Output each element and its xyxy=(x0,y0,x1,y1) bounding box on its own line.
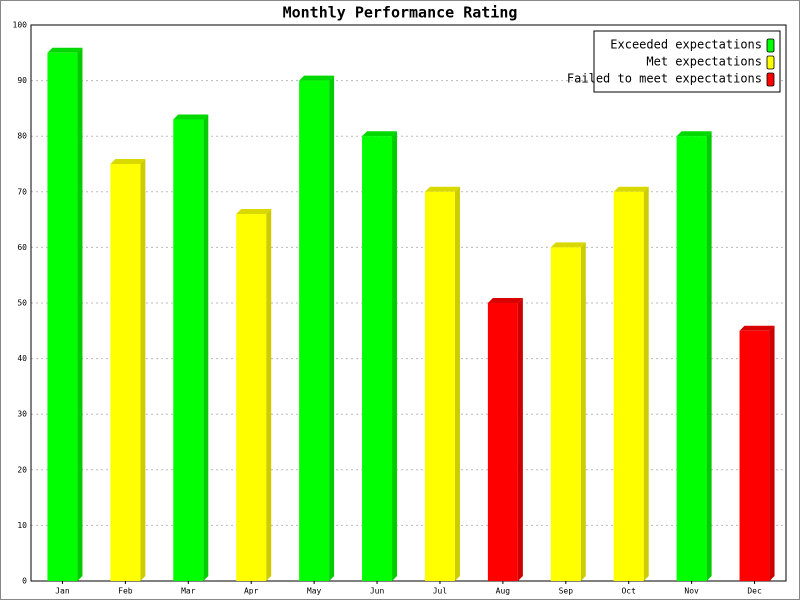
x-tick-label: Oct xyxy=(621,587,636,596)
bar-side xyxy=(706,131,712,581)
bar-top xyxy=(487,298,523,303)
x-tick-label: Sep xyxy=(559,587,574,596)
x-tick-label: Dec xyxy=(747,587,762,596)
x-tick-label: Jul xyxy=(433,587,448,596)
bar-side xyxy=(266,209,272,582)
bar-top xyxy=(362,131,398,137)
chart-title: Monthly Performance Rating xyxy=(283,4,518,22)
legend-label: Failed to meet expectations xyxy=(567,72,762,86)
x-tick-label: Jun xyxy=(370,587,385,596)
bar-side xyxy=(517,298,523,581)
y-tick-label: 20 xyxy=(17,465,27,474)
bar xyxy=(424,191,455,582)
x-tick-label: Aug xyxy=(496,587,511,596)
legend-label: Exceeded expectations xyxy=(610,38,762,52)
bar xyxy=(613,191,644,582)
y-tick-label: 100 xyxy=(13,21,28,30)
x-tick-label: Mar xyxy=(181,587,196,596)
bar xyxy=(236,214,267,582)
bar-top xyxy=(47,47,83,53)
bar xyxy=(676,136,707,581)
bar xyxy=(739,330,770,581)
x-tick-label: Feb xyxy=(118,587,133,596)
y-tick-label: 70 xyxy=(17,187,27,196)
legend-box xyxy=(593,30,781,93)
plot-border xyxy=(30,24,787,582)
y-tick-label: 90 xyxy=(17,76,27,85)
y-tick-label: 60 xyxy=(17,243,27,252)
bar-side xyxy=(392,131,398,581)
bar-side xyxy=(643,186,649,582)
bar-side xyxy=(140,159,146,581)
bar-top xyxy=(676,131,712,137)
bar-side xyxy=(203,114,209,582)
x-tick-label: May xyxy=(307,587,322,596)
x-tick-label: Apr xyxy=(244,587,259,596)
bar-side xyxy=(77,47,83,582)
bar xyxy=(173,119,204,582)
y-tick-label: 50 xyxy=(17,299,27,308)
x-tick-label: Jan xyxy=(55,587,70,596)
bar xyxy=(362,136,393,581)
bar-top xyxy=(424,186,460,192)
legend-swatch xyxy=(766,72,775,87)
y-tick-label: 30 xyxy=(17,410,27,419)
legend-label: Met expectations xyxy=(646,55,762,69)
y-tick-label: 10 xyxy=(17,521,27,530)
bar-side xyxy=(454,186,460,582)
bar xyxy=(110,164,141,581)
bar xyxy=(299,80,330,581)
bar-side xyxy=(329,75,335,581)
bar-top xyxy=(739,325,775,331)
bar xyxy=(47,52,78,582)
bar-side xyxy=(580,242,586,581)
legend-swatch xyxy=(766,55,775,70)
y-tick-label: 80 xyxy=(17,132,27,141)
bar-top xyxy=(550,242,586,248)
bar xyxy=(487,303,518,581)
legend-swatch xyxy=(766,38,775,53)
y-tick-label: 0 xyxy=(22,577,27,586)
bar-top xyxy=(613,186,649,192)
bar-top xyxy=(299,75,335,81)
bar-top xyxy=(110,159,146,164)
x-tick-label: Nov xyxy=(684,587,699,596)
y-tick-label: 40 xyxy=(17,354,27,363)
bar-top xyxy=(173,114,209,120)
bar-side xyxy=(769,325,775,581)
bar xyxy=(550,247,581,581)
bar-top xyxy=(236,209,272,215)
